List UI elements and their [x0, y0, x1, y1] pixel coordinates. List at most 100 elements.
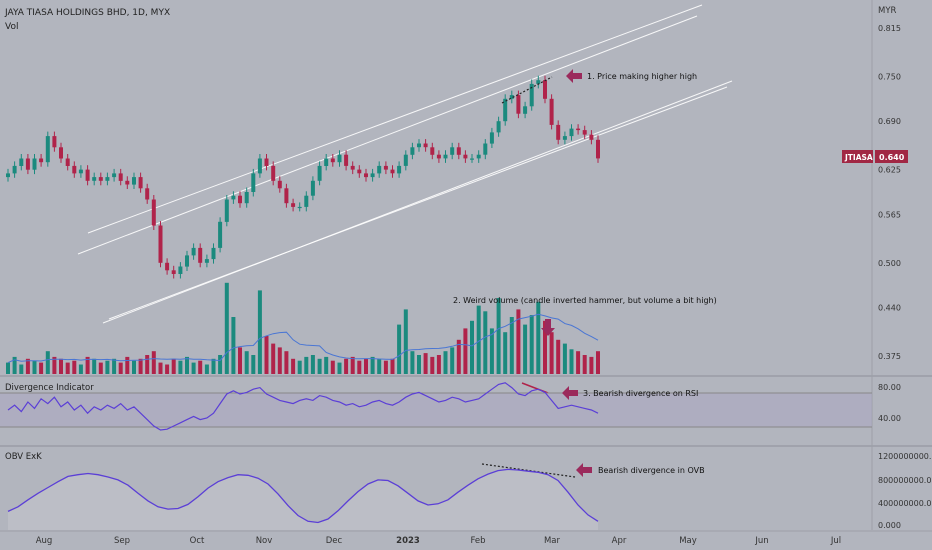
candle-body — [443, 154, 448, 159]
volume-bar — [158, 362, 163, 374]
volume-bar — [65, 362, 70, 374]
price-axis[interactable]: 0.815 0.750 0.690 0.625 0.565 0.500 0.440 0.375 — [878, 24, 901, 361]
candle-body — [171, 270, 176, 274]
obv-line — [7, 468, 599, 524]
candle-body — [476, 154, 481, 159]
candle-body — [383, 165, 388, 170]
candle-body — [92, 177, 97, 181]
price-candles — [6, 75, 600, 279]
candle-body — [417, 143, 421, 148]
candle-body — [556, 124, 561, 140]
candle-body — [32, 158, 37, 170]
candle-body — [145, 188, 150, 200]
candle-body — [185, 255, 189, 267]
candle-body — [596, 139, 600, 159]
volume-bar — [257, 290, 262, 374]
candle-body — [25, 158, 30, 170]
volume-bar — [244, 351, 249, 374]
channel-line-3[interactable] — [108, 86, 728, 320]
candle-body — [231, 195, 236, 200]
candle-body — [377, 165, 382, 174]
candle-body — [516, 95, 521, 114]
volume-bar — [364, 358, 368, 374]
time-label-9: May — [679, 536, 697, 546]
time-axis[interactable]: Aug Sep Oct Nov Dec 2023 Feb Mar Apr May Jun Jul — [36, 536, 841, 546]
candle-body — [244, 192, 249, 204]
volume-bar — [291, 358, 296, 374]
channel-line-2[interactable] — [102, 80, 733, 324]
candle-body — [39, 158, 44, 163]
candle-body — [211, 247, 216, 260]
candle-body — [330, 158, 335, 163]
volume-bar — [224, 282, 229, 374]
volume-bar — [523, 324, 528, 374]
volume-bars — [6, 282, 600, 374]
ticker-badge-bg — [842, 150, 873, 163]
volume-label: Vol — [5, 22, 18, 32]
obv-tick-800m: 800000000.0 — [878, 476, 931, 485]
candle-body — [125, 180, 130, 185]
time-label-4: Dec — [326, 536, 343, 546]
candle-body — [6, 173, 10, 178]
trend-channel[interactable] — [77, 4, 733, 324]
candle-body — [509, 95, 514, 99]
time-label-8: Apr — [612, 536, 627, 546]
volume-bar — [417, 355, 421, 374]
volume-bar — [456, 339, 461, 374]
rsi-tick-80: 80.00 — [878, 383, 901, 392]
candle-body — [569, 128, 574, 137]
candle-body — [536, 80, 541, 84]
volume-ma-line — [7, 313, 599, 364]
candle-body — [12, 165, 17, 174]
volume-bar — [171, 358, 176, 374]
volume-bar — [32, 360, 37, 374]
candle-body — [589, 134, 594, 140]
volume-bar — [556, 339, 561, 374]
obv-tick-1200m: 1200000000.0 — [878, 452, 932, 461]
candle-body — [198, 247, 203, 263]
volume-bar — [562, 343, 567, 374]
price-tick-0: 0.815 — [878, 24, 901, 33]
candle-body — [85, 169, 90, 181]
price-axis-currency: MYR — [878, 6, 897, 16]
time-label-11: Jul — [830, 536, 841, 546]
channel-line-0[interactable] — [87, 4, 703, 234]
time-label-0: Aug — [36, 536, 53, 546]
price-tick-6: 0.440 — [878, 304, 901, 313]
last-price-badge: 0.640 — [879, 153, 905, 162]
volume-bar — [377, 358, 382, 374]
volume-bar — [443, 351, 448, 374]
candle-body — [317, 165, 322, 181]
price-higher-high-dotted-line — [501, 76, 553, 104]
volume-bar — [218, 355, 223, 374]
candle-body — [390, 169, 395, 174]
volume-bar — [251, 355, 256, 374]
volume-bar — [397, 324, 402, 374]
volume-bar — [191, 362, 196, 374]
volume-bar — [284, 351, 289, 374]
volume-bar — [330, 360, 335, 374]
channel-line-1[interactable] — [77, 15, 698, 255]
volume-bar — [463, 328, 468, 374]
volume-bar — [238, 347, 242, 374]
volume-bar — [423, 353, 428, 374]
candle-body — [543, 80, 547, 99]
candle-body — [132, 177, 136, 185]
volume-bar — [271, 343, 276, 374]
candle-body — [576, 128, 581, 131]
volume-bar — [536, 301, 541, 374]
volume-bar — [211, 358, 216, 374]
volume-bar — [344, 358, 349, 374]
rsi-tick-40: 40.00 — [878, 414, 901, 423]
candle-body — [277, 180, 282, 189]
volume-bar — [529, 315, 534, 374]
volume-bar — [178, 360, 183, 374]
volume-bar — [324, 356, 329, 374]
chart-title: JAYA TIASA HOLDINGS BHD, 1D, MYX — [4, 8, 170, 18]
candle-body — [489, 132, 494, 144]
obv-pane-title: OBV ExK — [5, 452, 42, 462]
candle-body — [45, 136, 50, 163]
candle-body — [204, 259, 209, 263]
